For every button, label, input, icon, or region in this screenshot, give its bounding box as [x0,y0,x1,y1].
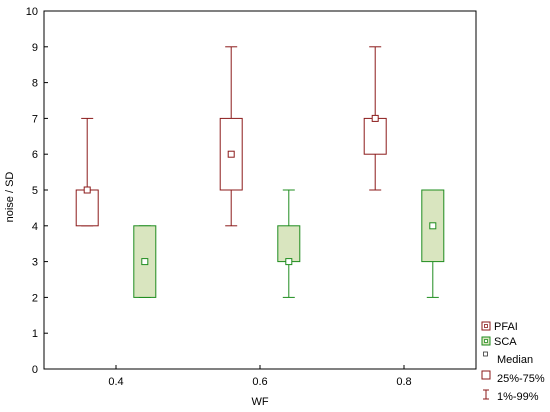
y-tick-label: 6 [32,149,38,161]
box-sca [277,189,301,298]
box-iqr [75,189,99,227]
plot-area [75,46,445,298]
legend-box-icon [481,370,491,380]
median-marker [429,222,437,230]
y-tick-label: 2 [32,292,38,304]
y-tick-label: 0 [32,364,38,376]
y-tick-label: 5 [32,185,38,197]
legend-median-icon [483,351,488,357]
box-sca [421,189,445,298]
y-tick-label: 3 [32,257,38,269]
y-tick-label: 1 [32,328,38,340]
median-marker [227,150,235,158]
box-iqr [363,117,387,155]
x-tick-label: 0.8 [396,376,411,388]
x-axis: 0.4 0.6 0.8 [108,365,412,388]
legend-item-pfai: PFAI [494,321,518,333]
x-axis-label: WF [251,396,268,408]
y-tick-label: 7 [32,113,38,125]
box-iqr [277,225,301,263]
legend-swatch-median [484,324,488,328]
y-axis: 0 1 2 3 4 5 6 7 8 9 10 [26,6,48,376]
legend-whisker-label: 1%-99% [497,391,539,403]
legend-box-label: 25%-75% [497,373,545,385]
legend-median-label: Median [497,354,533,366]
legend-item-sca: SCA [494,336,517,348]
median-marker [141,258,149,266]
median-marker [285,258,293,266]
y-tick-label: 8 [32,78,38,90]
y-tick-label: 9 [32,42,38,54]
box-pfai [219,46,243,227]
y-tick-label: 10 [26,6,38,18]
series-sca [133,189,445,298]
x-tick-label: 0.4 [108,376,123,388]
series-pfai [75,46,387,227]
median-marker [371,114,379,122]
legend: PFAI SCA Median 25%-75% 1%-99% [481,321,545,403]
y-axis-label: noise / SD [4,172,16,223]
box-sca [133,225,157,298]
x-tick-label: 0.6 [252,376,267,388]
box-pfai [75,117,99,227]
median-marker [83,186,91,194]
legend-swatch-median [484,339,488,343]
y-tick-label: 4 [32,221,38,233]
box-pfai [363,46,387,191]
